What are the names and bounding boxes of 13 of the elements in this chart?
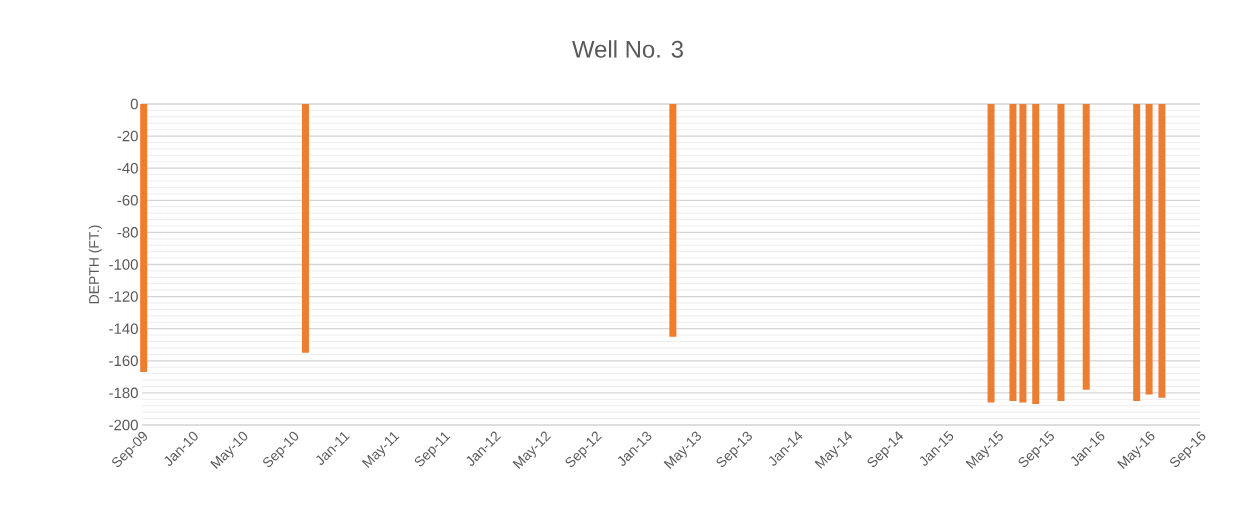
y-axis-title: DEPTH (FT.) <box>88 225 102 304</box>
y-tick-label: 0 <box>130 98 138 110</box>
y-tick-label: -140 <box>109 323 138 334</box>
y-tick-label: -40 <box>117 162 138 174</box>
y-tick-label: -180 <box>109 387 138 399</box>
y-tick-label: -120 <box>109 291 138 302</box>
y-tick-label: -200 <box>109 419 138 431</box>
y-tick-label: -100 <box>109 259 138 270</box>
y-tick-label: -60 <box>117 194 138 206</box>
y-tick-label: -160 <box>109 355 138 367</box>
y-tick-label: -20 <box>117 130 138 142</box>
chart-title: Well No. 3 <box>572 40 683 58</box>
y-tick-label: -80 <box>117 227 138 238</box>
